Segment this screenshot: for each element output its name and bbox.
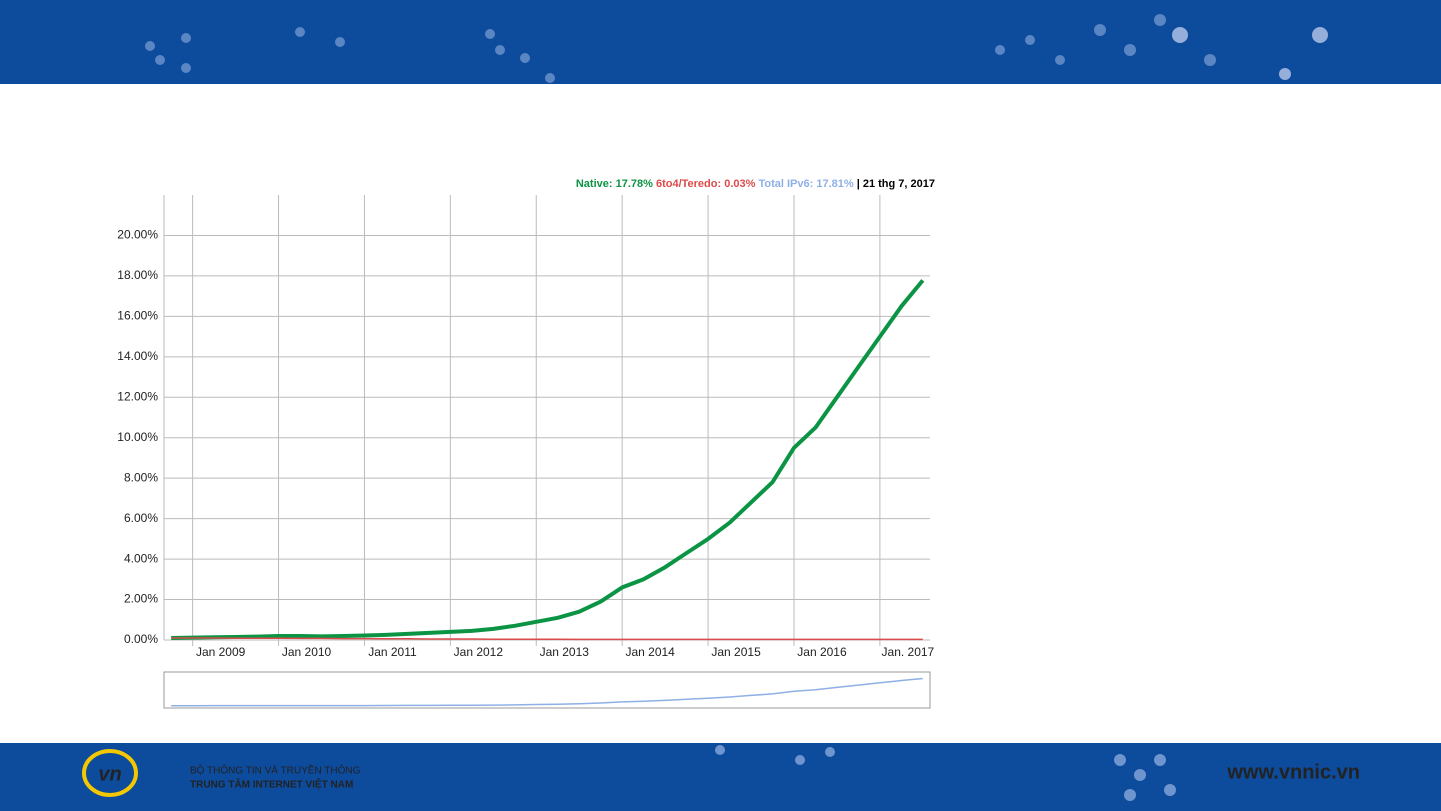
header-band xyxy=(0,0,1441,84)
legend: Native: 17.78% 6to4/Teredo: 0.03% Total … xyxy=(576,178,935,190)
x-tick-label: Jan 2016 xyxy=(797,645,847,659)
navigator-line xyxy=(171,677,923,707)
teredo-line xyxy=(171,637,923,641)
header-dots xyxy=(145,14,1328,83)
website: www.vnnic.vn xyxy=(1226,761,1360,783)
legend-entry: 6to4/Teredo: 0.03% xyxy=(656,178,756,190)
y-tick-label: 20.00% xyxy=(117,228,158,242)
x-tick-label: Jan 2009 xyxy=(196,645,246,659)
y-tick-label: 2.00% xyxy=(124,592,158,606)
y-tick-label: 18.00% xyxy=(117,268,158,282)
x-tick-label: Jan 2011 xyxy=(368,645,417,659)
y-tick-label: 6.00% xyxy=(124,511,158,525)
footer-dots xyxy=(715,745,1176,801)
readout-date: | 21 thg 7, 2017 xyxy=(857,178,935,190)
logo xyxy=(82,749,138,797)
navigator xyxy=(163,671,931,709)
y-tick-label: 10.00% xyxy=(117,430,158,444)
x-tick-label: Jan. 2017 xyxy=(882,645,935,659)
logo-mark: vn xyxy=(98,763,121,785)
ministry: BỘ THÔNG TIN VÀ TRUYỀN THÔNG xyxy=(190,764,361,777)
center-name: TRUNG TÂM INTERNET VIỆT NAM xyxy=(190,778,353,791)
y-tick-label: 14.00% xyxy=(117,349,158,363)
x-tick-label: Jan 2014 xyxy=(625,645,675,659)
y-tick-label: 8.00% xyxy=(124,470,158,484)
legend-entry: Native: 17.78% xyxy=(576,178,653,190)
y-tick-label: 12.00% xyxy=(117,389,158,403)
y-tick-label: 16.00% xyxy=(117,309,158,323)
legend-entry: Total IPv6: 17.81% xyxy=(758,178,853,190)
x-tick-label: Jan 2013 xyxy=(540,645,590,659)
x-tick-label: Jan 2010 xyxy=(282,645,332,659)
y-tick-label: 0.00% xyxy=(124,632,158,646)
y-tick-label: 4.00% xyxy=(124,551,158,565)
x-tick-label: Jan 2012 xyxy=(454,645,504,659)
x-tick-label: Jan 2015 xyxy=(711,645,761,659)
native-line xyxy=(171,279,925,640)
